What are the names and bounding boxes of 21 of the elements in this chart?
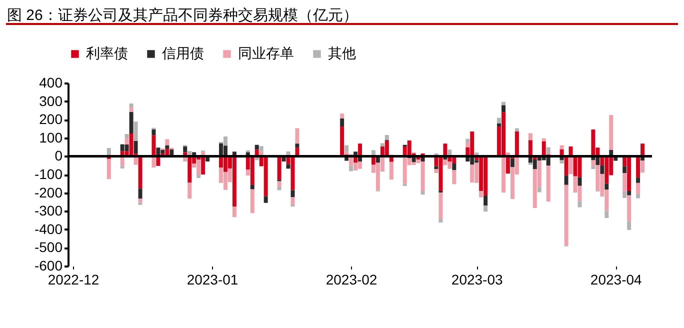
x-tick-label: 2023-04	[590, 272, 642, 288]
x-tick-label: 2023-01	[186, 272, 238, 288]
x-tick-label: 2022-12	[48, 272, 100, 288]
x-tick-label: 2023-02	[326, 272, 378, 288]
y-tick-label: 0	[54, 148, 63, 164]
y-tick-label: -200	[34, 184, 63, 200]
y-tick-label: -400	[34, 220, 63, 237]
legend-label: 其他	[328, 45, 356, 61]
chart-title: 图 26：证券公司及其产品不同券种交易规模（亿元）	[7, 7, 358, 24]
legend-label: 同业存单	[238, 45, 294, 61]
y-tick-label: -300	[34, 202, 63, 219]
y-tick-label: -600	[34, 258, 63, 274]
y-tick-label: -100	[34, 166, 63, 182]
x-tick-label: 2023-03	[451, 272, 503, 288]
y-tick-label: 100	[39, 129, 63, 146]
legend-label: 利率债	[86, 45, 128, 61]
y-tick-label: 300	[39, 92, 63, 109]
y-tick-label: -500	[34, 239, 63, 256]
y-tick-label: 400	[39, 74, 63, 90]
y-tick-label: 200	[39, 111, 63, 128]
legend-label: 信用债	[162, 45, 204, 61]
